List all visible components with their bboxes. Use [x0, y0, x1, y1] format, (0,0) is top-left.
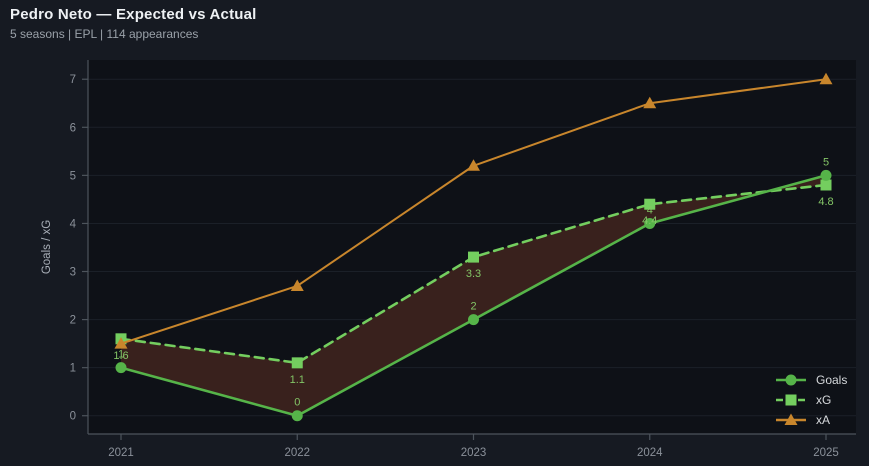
- xg-point-marker: [291, 357, 303, 369]
- goals-point-marker: [115, 362, 127, 374]
- series-goals: [115, 169, 832, 422]
- fill-between-region: [121, 175, 826, 416]
- y-tick-label: 6: [70, 122, 76, 134]
- x-tick-label: 2024: [637, 447, 663, 459]
- xa-point-marker: [467, 159, 480, 171]
- goals-value-label: 0: [294, 397, 300, 409]
- x-tick-label: 2025: [813, 447, 839, 459]
- y-axis-title: Goals / xG: [41, 220, 53, 274]
- xg-point-marker: [785, 394, 797, 406]
- x-tick-label: 2022: [284, 447, 310, 459]
- goals-value-label: 4: [647, 204, 653, 216]
- page-subtitle: 5 seasons | EPL | 114 appearances: [10, 27, 199, 41]
- xa-point-marker: [290, 279, 304, 291]
- data-labels: 1 0 2 4 5 1.6 1.1 3.3 4.4 4.8: [113, 156, 833, 408]
- goals-point-marker: [291, 410, 303, 422]
- xg-value-label: 4.8: [818, 196, 833, 208]
- xg-point-marker: [468, 251, 479, 263]
- legend-label: xA: [816, 413, 830, 427]
- goals-value-label: 2: [470, 301, 476, 313]
- legend-item-xa[interactable]: xA: [776, 413, 830, 427]
- goals-point-marker: [820, 169, 832, 181]
- y-tick-label: 5: [70, 170, 76, 182]
- goals-point-marker: [644, 217, 656, 229]
- x-tick-label: 2021: [108, 447, 134, 459]
- legend: Goals xG xA: [776, 373, 847, 427]
- goals-point-marker: [785, 374, 797, 386]
- legend-item-xg[interactable]: xG: [776, 393, 831, 407]
- legend-label: xG: [816, 393, 831, 407]
- chart-header: Pedro Neto — Expected vs Actual 5 season…: [10, 6, 257, 41]
- xa-point-marker: [784, 413, 798, 425]
- goals-point-marker: [468, 314, 479, 326]
- y-tick-label: 7: [70, 74, 76, 86]
- goals-value-label: 1: [118, 349, 124, 361]
- xg-point-marker: [820, 179, 832, 191]
- y-tick-label: 1: [70, 363, 76, 375]
- legend-item-goals[interactable]: Goals: [776, 373, 847, 387]
- y-tick-label: 2: [70, 315, 76, 327]
- series-xa: [114, 72, 833, 349]
- legend-label: Goals: [816, 373, 847, 387]
- xa-point-marker: [819, 72, 833, 85]
- xa-point-marker: [114, 337, 128, 349]
- y-tick-label: 3: [70, 267, 76, 279]
- xa-point-marker: [643, 96, 657, 109]
- page-title: Pedro Neto — Expected vs Actual: [10, 6, 257, 23]
- xg-point-marker: [644, 198, 656, 210]
- y-tick-label: 0: [70, 411, 76, 423]
- xg-value-label: 4.4: [642, 215, 657, 227]
- x-tick-label: 2023: [461, 447, 487, 459]
- xg-value-label: 3.3: [466, 268, 481, 280]
- goals-value-label: 5: [823, 156, 829, 168]
- xg-value-label: 1.1: [290, 374, 305, 386]
- xg-value-label: 1.6: [113, 350, 128, 362]
- y-tick-label: 4: [70, 218, 77, 230]
